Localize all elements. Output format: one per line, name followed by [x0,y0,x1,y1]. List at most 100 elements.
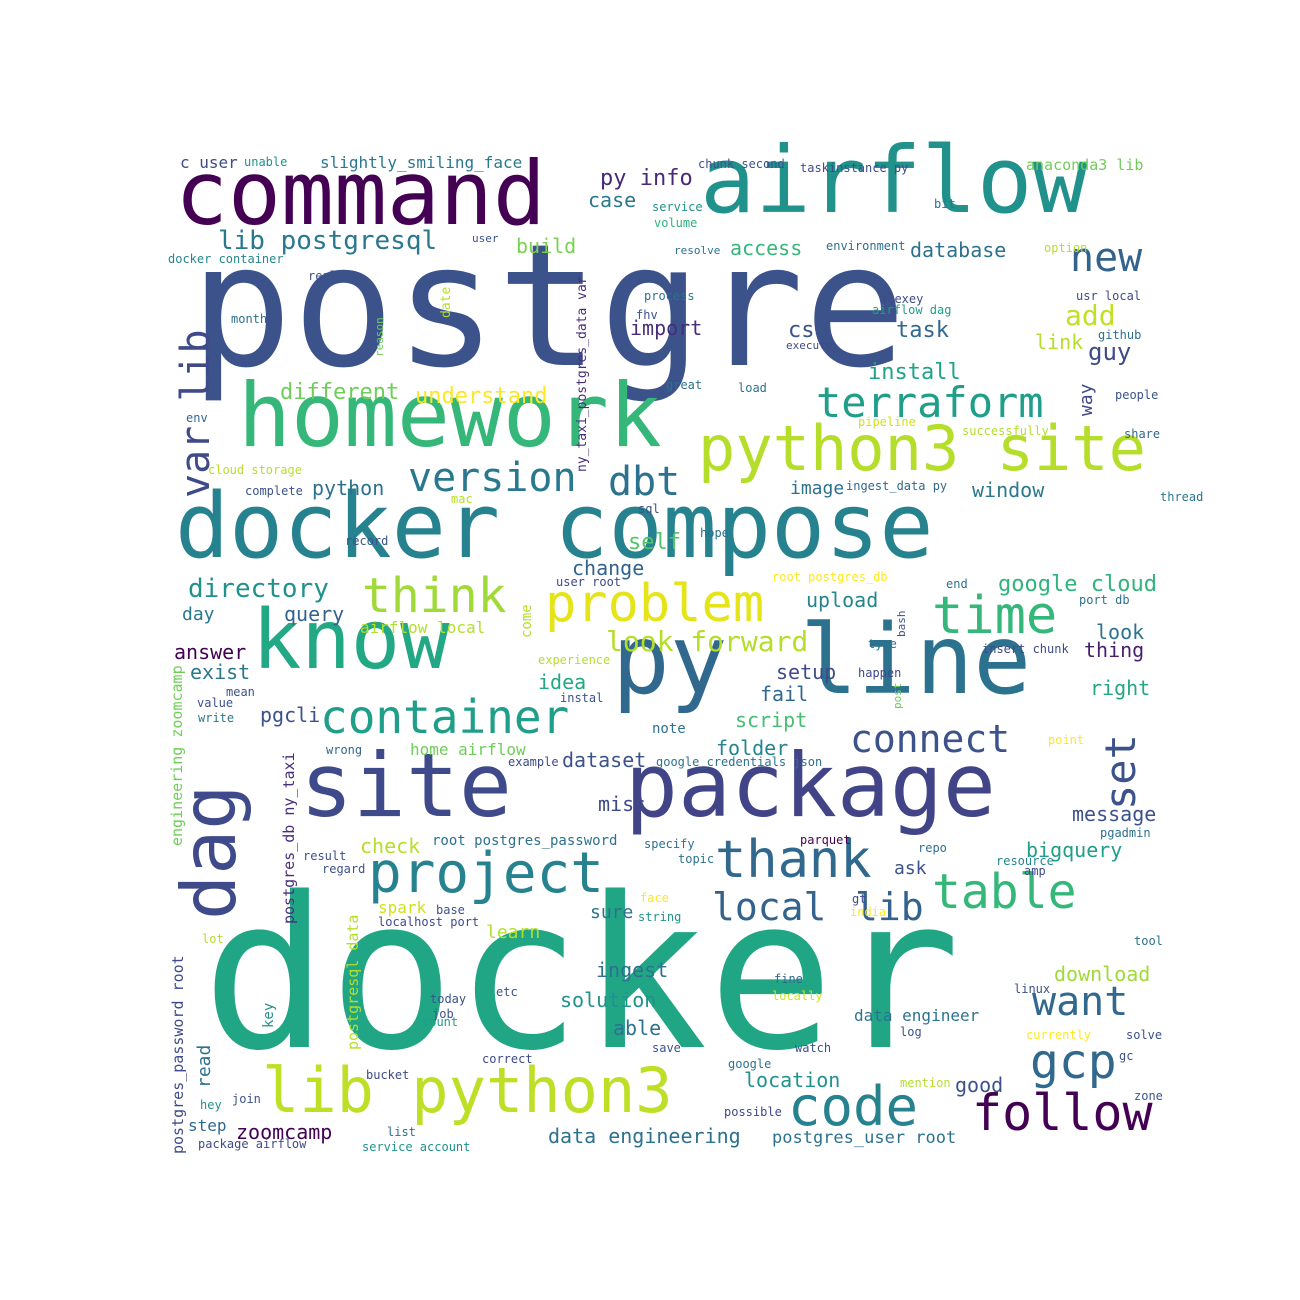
word-write: write [198,711,235,725]
word-bucket: bucket [366,1068,410,1082]
word-env: env [186,411,208,425]
word-cloud-storage: cloud storage [208,463,302,477]
word-mean: mean [226,685,255,699]
word-pipeline: pipeline [858,415,916,429]
word-user-root: user root [556,575,622,589]
word-github: github [1098,328,1142,342]
word-directory: directory [188,574,329,604]
word-lib-python3: lib python3 [262,1054,673,1127]
word-currently: currently [1026,1028,1092,1042]
word-task: task [896,318,949,343]
word-exist: exist [190,660,251,684]
word-come: come [519,604,535,638]
word-airflow-dag: airflow dag [872,303,952,317]
word-insert-chunk: insert chunk [982,642,1069,656]
word-save: save [652,1041,681,1055]
word-reason: reason [373,317,386,357]
word-india: india [850,905,887,919]
word-google-credentials-json: google_credentials json [656,755,823,769]
word-happen: happen [858,666,902,680]
word-base: base [436,903,465,917]
word-image: image [790,478,845,499]
word-want: want [1032,979,1129,1025]
word-great: great [666,378,703,392]
word-miss: miss [598,792,647,816]
word-thread: thread [1160,490,1204,504]
word-lot: lot [202,932,224,946]
word-fhv: fhv [636,308,658,322]
word-new: new [1070,235,1143,281]
word-version: version [408,455,577,501]
word-postgres-db-ny-taxi: postgres_db ny_taxi [280,752,298,924]
word-install: install [868,360,961,385]
word-py-info: py info [600,166,693,191]
word-linux: linux [1014,982,1051,996]
word-dataset: dataset [562,748,647,772]
word-look: look [1096,620,1145,644]
word-resolve: resolve [674,244,721,257]
word-postgres-password-root: postgres_password root [169,955,187,1154]
word-anaconda3-lib: anaconda3 lib [1026,156,1144,174]
word-log: log [900,1025,922,1039]
word-setup: setup [776,660,837,684]
word-answer: answer [174,640,247,664]
word-read: read [194,1044,215,1088]
word-postgresql-data: postgresql data [344,914,362,1050]
word-container: container [320,690,570,744]
word-port-db: port db [1079,593,1130,607]
word-slightly-smiling-face: slightly_smiling_face [320,153,523,172]
word-download: download [1054,962,1151,986]
word-able: able [613,1016,662,1040]
word-different: different [280,380,400,405]
word-bash: bash [895,610,908,638]
word-link: link [1035,330,1084,354]
word-fail: fail [760,682,809,706]
word-list: list [387,1125,416,1139]
word-csv: csv [788,318,828,343]
word-data-engineer: data engineer [854,1006,980,1025]
word-localhost-port: localhost port [378,915,480,929]
word-root-postgres-password: root postgres_password [432,833,618,849]
word-site: site [300,734,512,837]
word-ingest: ingest [596,958,669,982]
word-chunk-second: chunk second [698,157,785,171]
word-dbt: dbt [608,459,681,505]
word-sql: sql [638,502,660,516]
word-specify: specify [644,837,695,851]
word-hey: hey [200,1098,222,1112]
word-today: today [430,992,467,1006]
word-code: code [788,1075,919,1138]
word-know: know [252,593,450,688]
word-add: add [1065,299,1116,332]
word-resource: resource [996,854,1054,868]
word-key: key [261,1002,277,1028]
word-process: process [644,289,695,303]
word-count: count [422,1015,459,1029]
word-thing: thing [1084,638,1145,662]
word-job: job [432,1007,454,1021]
word-root-postgres-db: root postgres_db [772,570,888,584]
word-query: query [284,602,345,626]
word-understand: understand [415,384,548,409]
word-record: record [345,534,389,548]
word-point: point [1048,733,1085,747]
word-day: day [182,604,215,625]
word-upload: upload [806,588,879,612]
word-google: google [728,1057,772,1071]
word-guy: guy [1088,338,1132,366]
word-home-airflow: home airflow [410,740,526,759]
word-python3-site: python3 site [698,412,1146,485]
word-fine: fine [774,972,803,986]
word-real: real [308,269,337,283]
word-people: people [1115,388,1159,402]
word-example: example [508,755,559,769]
word-execute: execute [786,339,833,352]
word-zone: zone [1134,1089,1163,1103]
word-volume: volume [654,216,698,230]
word-lib: lib [855,885,924,929]
word-parquet: parquet [800,833,851,847]
word-unable: unable [244,155,288,169]
word-user: user [472,232,499,245]
word-post: post [891,682,904,710]
word-homework: homework [238,364,662,467]
